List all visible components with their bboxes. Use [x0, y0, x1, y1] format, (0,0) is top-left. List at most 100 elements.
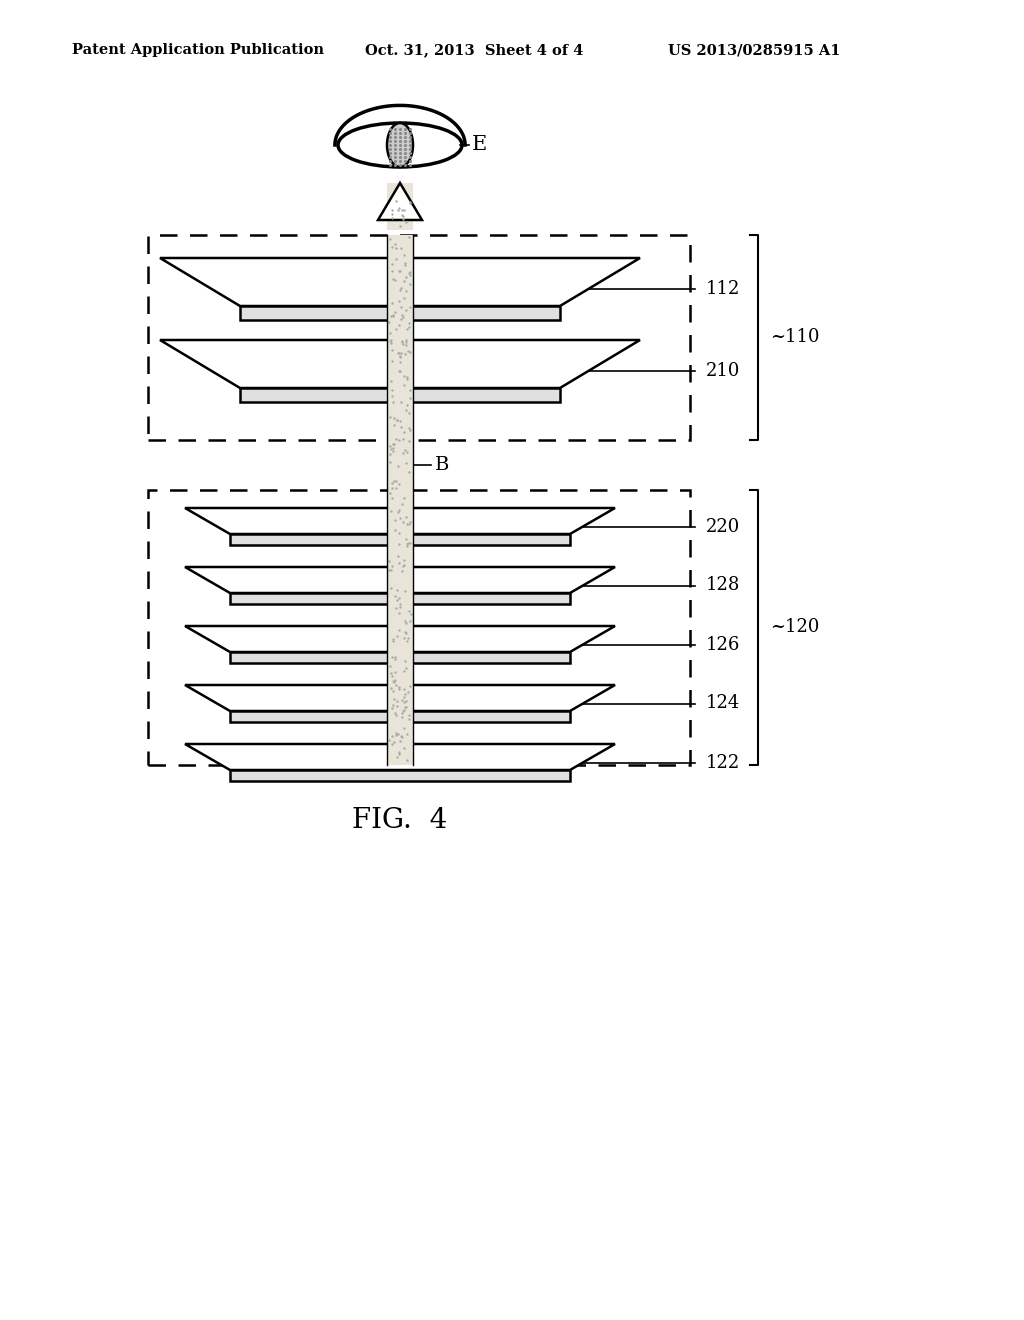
Point: [396, 366, 413, 387]
Point: [395, 288, 412, 309]
Point: [394, 706, 411, 727]
Point: [401, 610, 418, 631]
Point: [382, 444, 398, 465]
Point: [391, 603, 408, 624]
Point: [397, 265, 414, 286]
Point: [381, 730, 397, 751]
Point: [400, 227, 417, 248]
Point: [395, 428, 412, 449]
Point: [383, 663, 399, 684]
Point: [391, 280, 408, 301]
Point: [388, 478, 404, 499]
Point: [390, 199, 407, 220]
Point: [395, 628, 412, 649]
Point: [383, 305, 399, 326]
Point: [390, 290, 407, 312]
Point: [391, 533, 408, 554]
Point: [399, 536, 416, 557]
Point: [398, 622, 415, 643]
Point: [394, 331, 411, 352]
Point: [395, 678, 412, 700]
Polygon shape: [160, 257, 640, 306]
Point: [396, 421, 413, 442]
Point: [384, 292, 400, 313]
Point: [383, 207, 399, 228]
Point: [401, 430, 418, 451]
Point: [388, 409, 404, 430]
Point: [389, 579, 406, 601]
Polygon shape: [160, 341, 640, 388]
Point: [387, 669, 403, 690]
Point: [400, 313, 417, 334]
Point: [386, 408, 402, 429]
Point: [393, 702, 410, 723]
Point: [391, 677, 408, 698]
Point: [384, 734, 400, 755]
Point: [399, 750, 416, 771]
Polygon shape: [185, 568, 615, 593]
Point: [399, 513, 416, 535]
Point: [392, 594, 409, 615]
Point: [384, 203, 400, 224]
Point: [402, 261, 419, 282]
Text: B: B: [435, 455, 450, 474]
Point: [391, 345, 408, 366]
Point: [390, 342, 407, 363]
Polygon shape: [230, 770, 570, 781]
Point: [397, 440, 414, 461]
Point: [393, 277, 410, 298]
Point: [398, 300, 415, 321]
Polygon shape: [185, 685, 615, 711]
Point: [395, 701, 412, 722]
Point: [387, 661, 403, 682]
Point: [393, 392, 410, 413]
Point: [399, 630, 416, 651]
Point: [393, 199, 410, 220]
Point: [396, 718, 413, 739]
Point: [393, 305, 410, 326]
Point: [402, 296, 419, 317]
Point: [395, 206, 412, 227]
Point: [391, 314, 408, 335]
Point: [381, 656, 397, 677]
Point: [386, 731, 402, 752]
Point: [381, 407, 397, 428]
Point: [401, 417, 418, 438]
Point: [390, 455, 407, 477]
Text: 122: 122: [706, 754, 740, 771]
Point: [395, 737, 412, 758]
Polygon shape: [230, 652, 570, 663]
Point: [395, 511, 412, 532]
Point: [393, 416, 410, 437]
Point: [393, 342, 410, 363]
Point: [382, 330, 398, 351]
Point: [393, 689, 410, 710]
Point: [386, 688, 402, 709]
Point: [395, 334, 412, 355]
Point: [383, 560, 399, 581]
Point: [391, 197, 408, 218]
Point: [395, 375, 412, 396]
Point: [397, 528, 414, 549]
Point: [386, 470, 402, 491]
Point: [392, 260, 409, 281]
Text: FIG.  4: FIG. 4: [352, 807, 447, 833]
Polygon shape: [240, 306, 560, 319]
Point: [397, 697, 414, 718]
Point: [391, 429, 408, 450]
Point: [389, 626, 406, 647]
Point: [386, 269, 402, 290]
Polygon shape: [230, 593, 570, 605]
Point: [382, 451, 398, 473]
Point: [402, 387, 419, 408]
Point: [393, 205, 410, 226]
Point: [393, 561, 410, 582]
Point: [385, 671, 401, 692]
Point: [382, 482, 398, 503]
Point: [381, 550, 397, 572]
Polygon shape: [230, 535, 570, 545]
Point: [398, 395, 415, 416]
Point: [398, 400, 415, 421]
Point: [384, 487, 400, 508]
Point: [390, 343, 407, 364]
